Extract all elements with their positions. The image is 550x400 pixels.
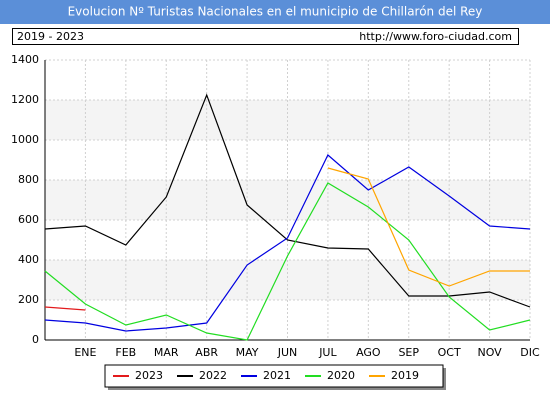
series-line <box>44 182 531 341</box>
x-tick-label: FEB <box>115 346 136 359</box>
x-tick-label: ENE <box>74 346 96 359</box>
legend-label: 2019 <box>391 369 419 382</box>
x-tick-label: SEP <box>398 346 419 359</box>
legend-label: 2023 <box>135 369 163 382</box>
x-tick-label: MAY <box>236 346 259 359</box>
y-tick-label: 1400 <box>11 53 39 66</box>
y-tick-label: 400 <box>18 253 39 266</box>
x-tick-label: AGO <box>356 346 381 359</box>
x-tick-label: ABR <box>195 346 218 359</box>
y-tick-label: 200 <box>18 293 39 306</box>
legend-label: 2021 <box>263 369 291 382</box>
x-tick-label: DIC <box>520 346 540 359</box>
series-line <box>44 306 86 311</box>
x-tick-label: MAR <box>154 346 179 359</box>
y-tick-label: 1000 <box>11 133 39 146</box>
y-tick-label: 800 <box>18 173 39 186</box>
x-tick-label: OCT <box>438 346 461 359</box>
x-tick-label: NOV <box>477 346 502 359</box>
x-tick-label: JUL <box>318 346 337 359</box>
y-tick-label: 1200 <box>11 93 39 106</box>
legend-box <box>104 364 444 388</box>
chart-title: Evolucion Nº Turistas Nacionales en el m… <box>68 5 483 19</box>
title-bar <box>0 0 550 24</box>
series-line <box>44 154 531 332</box>
legend-label: 2022 <box>199 369 227 382</box>
series-line <box>327 167 530 287</box>
legend-label: 2020 <box>327 369 355 382</box>
subtitle-box <box>12 28 519 45</box>
x-tick-label: JUN <box>277 346 298 359</box>
y-tick-label: 600 <box>18 213 39 226</box>
subtitle: 2019 - 2023 <box>17 30 84 43</box>
y-tick-label: 0 <box>32 333 39 346</box>
source: http://www.foro-ciudad.com <box>359 30 512 43</box>
